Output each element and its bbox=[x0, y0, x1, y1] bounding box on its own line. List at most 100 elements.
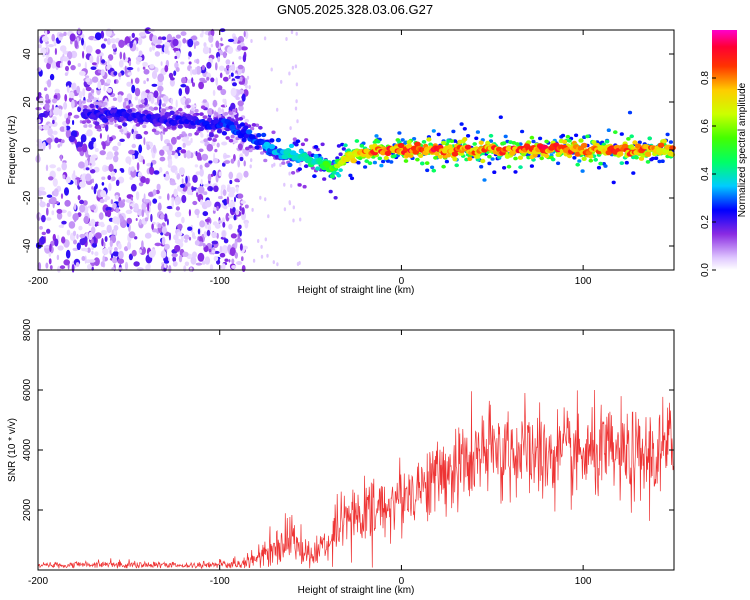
noise-speckle bbox=[115, 207, 120, 214]
ridge-sample bbox=[176, 136, 181, 140]
noise-speckle bbox=[188, 236, 192, 241]
noise-speckle bbox=[234, 240, 238, 249]
ridge-sample bbox=[657, 142, 665, 148]
noise-speckle bbox=[35, 107, 42, 111]
noise-speckle bbox=[102, 141, 106, 150]
noise-speckle bbox=[108, 183, 112, 192]
noise-speckle bbox=[73, 203, 77, 211]
noise-speckle bbox=[146, 144, 150, 151]
ridge-sample bbox=[580, 142, 588, 148]
noise-speckle bbox=[243, 170, 249, 178]
ridge-sample bbox=[88, 124, 93, 128]
noise-speckle bbox=[72, 120, 75, 125]
noise-speckle bbox=[209, 264, 214, 271]
noise-speckle bbox=[114, 151, 119, 157]
ridge-sample bbox=[122, 122, 128, 127]
noise-speckle bbox=[85, 75, 90, 79]
noise-speckle bbox=[60, 154, 63, 162]
noise-speckle bbox=[249, 164, 252, 169]
noise-speckle bbox=[220, 188, 223, 197]
noise-speckle bbox=[67, 60, 71, 66]
colorbar-tick-label: 0.6 bbox=[700, 119, 711, 133]
noise-speckle bbox=[159, 167, 163, 173]
noise-speckle bbox=[64, 187, 69, 196]
noise-speckle bbox=[100, 190, 107, 198]
ridge-sample bbox=[214, 134, 219, 139]
noise-speckle bbox=[118, 250, 124, 259]
ridge-sample bbox=[404, 152, 411, 158]
ridge-sample bbox=[256, 133, 262, 138]
x-tick-label: 100 bbox=[575, 576, 592, 587]
noise-speckle bbox=[58, 224, 64, 228]
noise-speckle bbox=[139, 218, 142, 226]
noise-speckle bbox=[41, 35, 49, 43]
noise-speckle bbox=[233, 214, 237, 221]
ridge-sample bbox=[462, 127, 467, 131]
noise-speckle bbox=[84, 159, 89, 167]
ridge-sample bbox=[490, 157, 495, 161]
noise-speckle bbox=[178, 241, 184, 248]
noise-speckle bbox=[124, 261, 129, 270]
noise-speckle bbox=[195, 65, 202, 75]
ridge-sample bbox=[375, 139, 381, 144]
noise-speckle bbox=[105, 28, 113, 37]
noise-speckle bbox=[128, 61, 132, 66]
noise-speckle bbox=[160, 213, 165, 220]
ridge-sample bbox=[426, 137, 432, 142]
noise-speckle bbox=[213, 255, 219, 262]
noise-speckle bbox=[294, 64, 298, 69]
ridge-sample bbox=[619, 132, 624, 136]
noise-speckle bbox=[124, 246, 129, 252]
noise-speckle bbox=[42, 141, 46, 150]
ridge-sample bbox=[544, 139, 549, 144]
ridge-sample bbox=[183, 133, 188, 137]
ridge-sample bbox=[263, 141, 271, 147]
noise-speckle bbox=[138, 50, 143, 57]
ridge-sample bbox=[302, 184, 307, 189]
ridge-sample bbox=[306, 156, 313, 162]
noise-speckle bbox=[80, 134, 87, 143]
ridge-sample bbox=[324, 162, 331, 168]
noise-speckle bbox=[156, 183, 161, 191]
noise-speckle bbox=[155, 44, 163, 49]
ridge-sample bbox=[343, 156, 351, 163]
ridge-sample bbox=[284, 148, 292, 154]
ridge-sample bbox=[634, 143, 642, 149]
ridge-sample bbox=[336, 173, 342, 178]
ridge-sample bbox=[142, 124, 147, 129]
y-tick-label: 40 bbox=[22, 48, 33, 60]
noise-speckle bbox=[131, 249, 137, 257]
y-tick-label: -40 bbox=[22, 238, 33, 253]
noise-speckle bbox=[194, 67, 197, 75]
ridge-sample bbox=[665, 132, 670, 137]
noise-speckle bbox=[45, 164, 49, 172]
noise-speckle bbox=[238, 80, 245, 85]
ridge-sample bbox=[420, 161, 425, 166]
noise-speckle bbox=[237, 193, 244, 199]
ridge-sample bbox=[188, 132, 193, 137]
ridge-sample bbox=[313, 154, 319, 159]
noise-speckle bbox=[234, 196, 236, 203]
noise-speckle bbox=[69, 33, 76, 42]
noise-speckle bbox=[82, 200, 88, 206]
ridge-sample bbox=[644, 151, 652, 157]
noise-speckle bbox=[60, 139, 65, 144]
noise-speckle bbox=[68, 135, 76, 142]
ridge-sample bbox=[520, 129, 525, 134]
noise-speckle bbox=[223, 160, 231, 164]
ridge-sample bbox=[479, 164, 484, 169]
noise-speckle bbox=[106, 224, 112, 234]
noise-speckle bbox=[37, 92, 42, 97]
ridge-sample bbox=[250, 126, 255, 131]
noise-speckle bbox=[138, 98, 141, 106]
noise-speckle bbox=[132, 154, 135, 160]
noise-speckle bbox=[111, 43, 117, 50]
noise-speckle bbox=[44, 103, 50, 110]
ridge-sample bbox=[101, 117, 109, 123]
noise-speckle bbox=[230, 102, 236, 111]
noise-speckle bbox=[103, 85, 106, 92]
ridge-sample bbox=[459, 122, 464, 126]
noise-speckle bbox=[251, 207, 254, 212]
ridge-sample bbox=[338, 152, 343, 156]
noise-speckle bbox=[201, 64, 205, 71]
